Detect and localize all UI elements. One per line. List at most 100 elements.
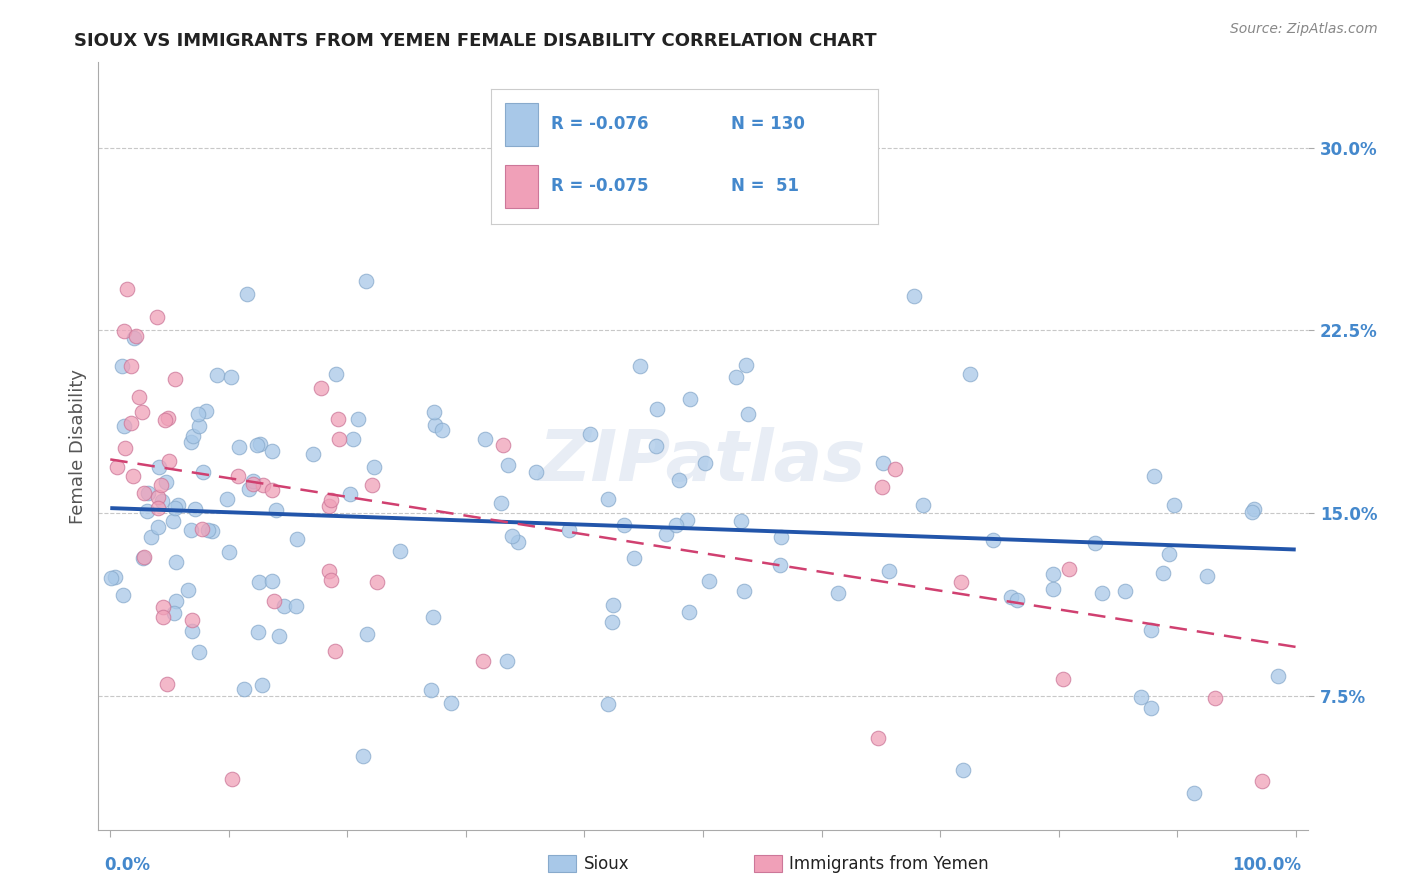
Point <box>163 607 186 621</box>
Point <box>104 569 127 583</box>
Point <box>152 600 174 615</box>
Point <box>1267 669 1289 683</box>
Point <box>264 503 287 517</box>
Point <box>188 644 211 658</box>
Point <box>114 441 136 455</box>
Point <box>508 535 530 549</box>
Point <box>285 532 308 546</box>
Point <box>260 574 283 588</box>
Point <box>1243 502 1265 516</box>
Point <box>226 468 249 483</box>
Point <box>232 681 254 696</box>
Point <box>981 533 1004 547</box>
Point <box>489 496 512 510</box>
Point <box>263 594 285 608</box>
Point <box>1084 536 1107 550</box>
Point <box>163 372 186 386</box>
Point <box>157 454 180 468</box>
Point <box>733 584 755 599</box>
Point <box>177 582 200 597</box>
Point <box>768 558 790 572</box>
Point <box>112 324 135 338</box>
Point <box>1114 584 1136 599</box>
Point <box>195 404 218 418</box>
Point <box>250 678 273 692</box>
Point <box>877 565 900 579</box>
Point <box>134 550 156 565</box>
Point <box>319 493 342 508</box>
Point <box>319 574 342 588</box>
Point <box>146 490 169 504</box>
Point <box>309 380 332 394</box>
Point <box>131 405 153 419</box>
Point <box>152 609 174 624</box>
Point <box>1143 469 1166 483</box>
Point <box>339 487 361 501</box>
Point <box>352 749 374 764</box>
Point <box>273 599 295 614</box>
Point <box>1163 499 1185 513</box>
Point <box>112 588 135 602</box>
Point <box>419 682 441 697</box>
Text: Source: ZipAtlas.com: Source: ZipAtlas.com <box>1230 22 1378 37</box>
Point <box>221 772 243 786</box>
Point <box>1140 623 1163 637</box>
Point <box>665 517 688 532</box>
Point <box>193 465 215 479</box>
Point <box>959 367 981 381</box>
Point <box>737 407 759 421</box>
Point <box>1042 582 1064 596</box>
Point <box>628 359 651 374</box>
Point <box>1182 786 1205 800</box>
Point <box>105 460 128 475</box>
Point <box>423 417 446 432</box>
Point <box>180 624 202 639</box>
Point <box>238 482 260 496</box>
Point <box>866 731 889 746</box>
Point <box>430 423 453 437</box>
Point <box>150 494 173 508</box>
Point <box>1057 562 1080 576</box>
Point <box>1140 701 1163 715</box>
Point <box>725 370 748 384</box>
Point <box>132 551 155 566</box>
Point <box>100 571 122 585</box>
Point <box>136 486 159 500</box>
Point <box>247 574 270 589</box>
Point <box>326 411 349 425</box>
Text: ZIPatlas: ZIPatlas <box>540 427 866 496</box>
Point <box>146 500 169 515</box>
Point <box>146 520 169 534</box>
Point <box>201 524 224 538</box>
Point <box>654 527 676 541</box>
Point <box>166 555 188 569</box>
Point <box>693 457 716 471</box>
Point <box>558 524 581 538</box>
Point <box>122 331 145 345</box>
Point <box>734 359 756 373</box>
Point <box>1241 505 1264 519</box>
Point <box>269 629 291 643</box>
Point <box>1091 586 1114 600</box>
Point <box>600 615 623 629</box>
Point <box>186 407 208 421</box>
Point <box>121 468 143 483</box>
Point <box>325 643 347 657</box>
Point <box>141 530 163 544</box>
Text: Immigrants from Yemen: Immigrants from Yemen <box>789 855 988 873</box>
Point <box>366 575 388 590</box>
Point <box>491 438 513 452</box>
Point <box>260 483 283 497</box>
Point <box>111 359 134 374</box>
Point <box>184 502 207 516</box>
Point <box>146 310 169 324</box>
Point <box>218 545 240 559</box>
Point <box>180 523 202 537</box>
Point <box>325 367 347 381</box>
Point <box>219 370 242 384</box>
Point <box>302 447 325 461</box>
Point <box>1000 591 1022 605</box>
Point <box>678 605 700 619</box>
Point <box>952 763 974 777</box>
Point <box>285 599 308 614</box>
